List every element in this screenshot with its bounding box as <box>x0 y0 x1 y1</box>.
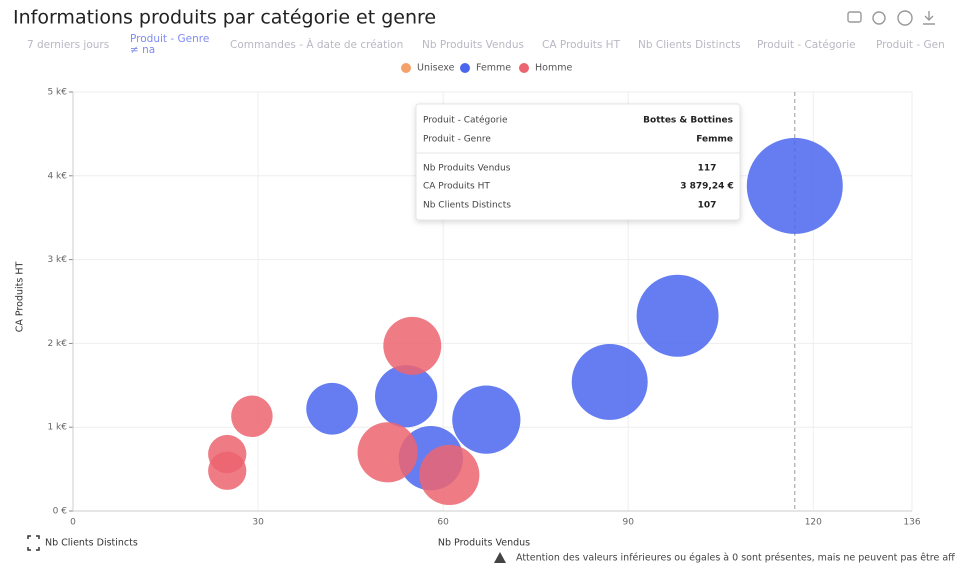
x-axis-label: Nb Produits Vendus <box>438 538 530 549</box>
x-tick-label: 30 <box>252 518 264 528</box>
y-tick-label: 5 k€ <box>47 88 67 98</box>
size-icon <box>27 535 40 551</box>
bubble <box>383 316 442 375</box>
size-label: Nb Clients Distincts <box>45 538 138 549</box>
tooltip-value: 107 <box>698 201 717 211</box>
x-tick-label: 0 <box>70 518 76 528</box>
x-tick-label: 120 <box>805 518 822 528</box>
filter-item: Nb Produits Vendus <box>422 39 524 51</box>
bubble <box>375 365 438 428</box>
tooltip-key: Nb Produits Vendus <box>423 164 511 174</box>
bubble <box>571 343 648 420</box>
filter-item: CA Produits HT <box>542 39 621 51</box>
tooltip: Produit - Catégorie Bottes & Bottines Prod… <box>415 103 741 221</box>
tooltip-key: Produit - Genre <box>423 135 491 145</box>
warning-text: Attention des valeurs inférieures ou éga… <box>516 553 955 564</box>
x-tick-label: 60 <box>437 518 449 528</box>
tooltip-key: CA Produits HT <box>423 182 490 192</box>
tooltip-value: 117 <box>698 164 717 174</box>
tooltip-key: Produit - Catégorie <box>423 115 508 126</box>
filter-item: ≠ na <box>130 44 155 56</box>
bubble <box>306 382 358 435</box>
filter-item: Produit - Catégorie <box>757 39 856 51</box>
x-tick-label: 90 <box>622 518 634 528</box>
tooltip-box <box>415 103 741 221</box>
y-tick-label: 3 k€ <box>47 255 67 265</box>
bubble <box>636 274 719 357</box>
bubble <box>452 385 521 454</box>
bubble <box>746 137 843 234</box>
filter-item: 7 derniers jours <box>27 39 109 51</box>
bubble <box>231 395 273 438</box>
legend-label: Homme <box>535 63 572 74</box>
tooltip-value: Bottes & Bottines <box>643 116 733 126</box>
legend-label: Unisexe <box>417 63 455 74</box>
legend-marker <box>460 63 470 73</box>
legend-marker <box>401 63 411 73</box>
toolbar-icons[interactable] <box>847 10 935 26</box>
bubble <box>208 451 247 490</box>
filter-item: Produit - Genre <box>130 33 209 45</box>
filter-item: Produit - Gen <box>876 39 945 51</box>
x-tick-label: 136 <box>903 518 920 528</box>
tooltip-value: 3 879,24 € <box>680 182 734 192</box>
warning-icon <box>494 552 506 563</box>
filter-item: Nb Clients Distincts <box>638 39 741 51</box>
legend-label: Femme <box>476 63 511 74</box>
bubble <box>419 444 480 506</box>
filter-item: Commandes - À date de création <box>230 38 403 51</box>
y-tick-label: 1 k€ <box>47 423 67 433</box>
y-tick-label: 4 k€ <box>47 171 67 181</box>
y-tick-label: 2 k€ <box>47 339 67 349</box>
tooltip-value: Femme <box>696 135 733 145</box>
tooltip-key: Nb Clients Distincts <box>423 201 511 211</box>
y-axis-label: CA Produits HT <box>15 262 26 333</box>
chart-title: Informations produits par catégorie et g… <box>13 7 436 29</box>
bubble <box>357 422 418 483</box>
legend-marker <box>519 63 529 73</box>
y-tick-label: 0 € <box>53 507 68 517</box>
